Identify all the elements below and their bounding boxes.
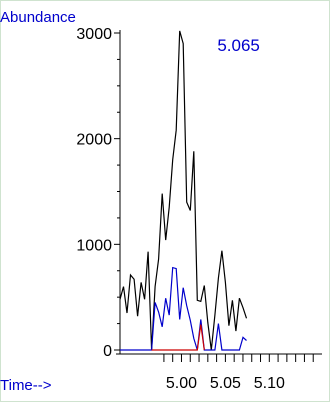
x-tick-label-0: 5.00 (166, 375, 197, 392)
series-line-0 (119, 30, 248, 351)
x-tick-label-1: 5.05 (210, 375, 241, 392)
y-tick-label-0: 0 (103, 343, 112, 360)
axes: 0 1000 2000 3000 5.00 5.05 5.10 (76, 26, 322, 392)
y-tick-label-1: 1000 (76, 237, 112, 254)
series-line-2 (151, 324, 205, 351)
x-tick-label-2: 5.10 (254, 375, 285, 392)
y-tick-label-3: 3000 (76, 26, 112, 43)
peak-label: 5.065 (217, 36, 260, 55)
y-axis-label: Abundance (0, 9, 76, 26)
y-tick-label-2: 2000 (76, 132, 112, 149)
x-axis-label: Time--> (0, 377, 52, 394)
plot-area (119, 30, 248, 351)
